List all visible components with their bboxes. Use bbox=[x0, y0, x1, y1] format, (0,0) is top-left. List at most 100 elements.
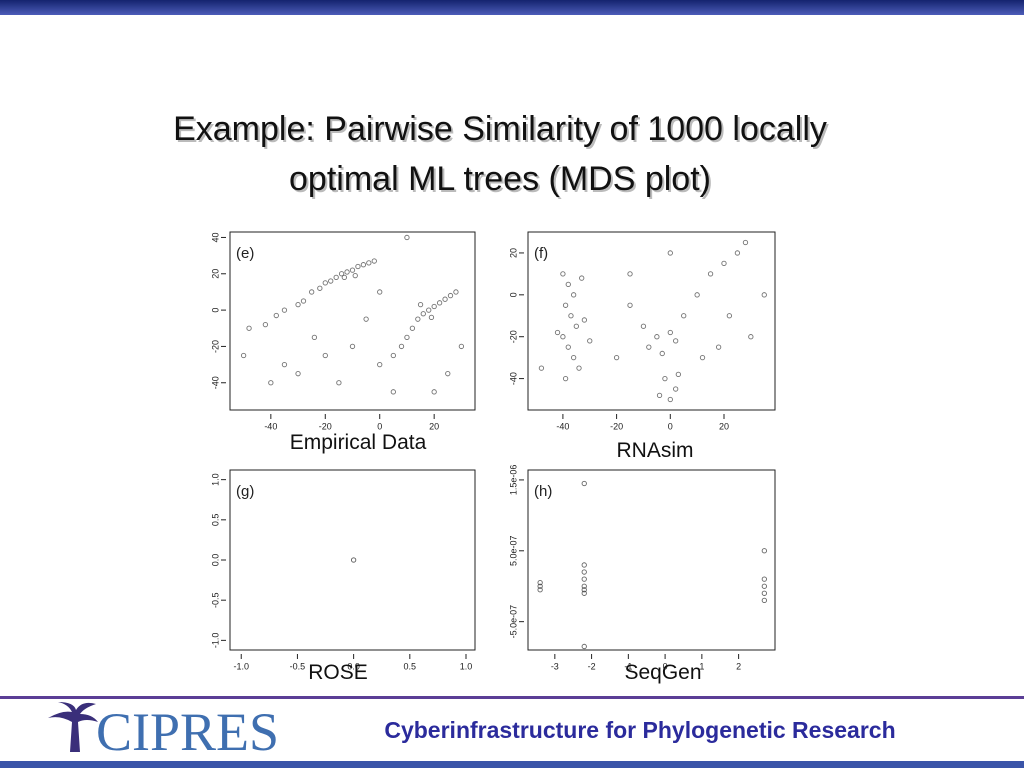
point bbox=[761, 292, 767, 298]
point bbox=[761, 548, 767, 554]
point bbox=[262, 321, 269, 328]
point bbox=[349, 343, 356, 350]
point bbox=[442, 296, 448, 302]
title-shadow: Example: Pairwise Similarity of 1000 loc… bbox=[175, 112, 829, 150]
chart: -1.0 -0.5 0.0 0.5 1.0 -1.0 -0.5 0.0 0.5 1.0 (g) ROS… bbox=[210, 469, 476, 684]
point bbox=[366, 260, 372, 266]
point bbox=[333, 274, 339, 281]
panel-label: (g) bbox=[236, 483, 254, 500]
point bbox=[581, 562, 587, 568]
x-tick-label: -1.0 bbox=[233, 661, 249, 671]
panel-label: (h) bbox=[534, 483, 552, 500]
x-tick-label: -20 bbox=[319, 421, 332, 431]
point bbox=[581, 643, 587, 650]
point bbox=[560, 334, 566, 340]
point bbox=[565, 281, 571, 288]
x-tick-label: 20 bbox=[429, 421, 439, 431]
point bbox=[562, 302, 569, 308]
point bbox=[748, 334, 754, 340]
point bbox=[761, 590, 767, 596]
plot-frame bbox=[229, 231, 476, 411]
point bbox=[715, 344, 722, 350]
point bbox=[268, 380, 274, 386]
point bbox=[581, 583, 587, 589]
point bbox=[352, 272, 358, 279]
point bbox=[662, 375, 668, 382]
x-tick-label: 0.5 bbox=[404, 661, 417, 671]
chart-caption: RNAsim bbox=[617, 439, 694, 462]
point bbox=[431, 303, 437, 310]
y-tick-label: -5.0e-07 bbox=[508, 605, 518, 639]
point bbox=[656, 392, 663, 398]
point bbox=[640, 323, 647, 329]
point bbox=[426, 307, 432, 313]
point bbox=[681, 313, 687, 319]
point bbox=[699, 354, 706, 361]
point bbox=[667, 250, 673, 256]
y-tick-label: 1.5e-06 bbox=[508, 465, 518, 496]
point bbox=[581, 317, 588, 323]
chart: -40 -20 0 20 -40 -20 0 20 (f) RNAsim bbox=[508, 231, 776, 462]
point bbox=[537, 587, 543, 593]
y-tick-label: -0.5 bbox=[210, 592, 220, 608]
x-tick-label: -40 bbox=[556, 421, 569, 431]
point bbox=[742, 239, 749, 246]
point bbox=[377, 361, 383, 368]
bottom-bar bbox=[0, 761, 1024, 768]
point bbox=[398, 343, 405, 350]
x-tick-label: -0.5 bbox=[290, 661, 306, 671]
point bbox=[431, 389, 437, 395]
point bbox=[694, 292, 700, 298]
point bbox=[328, 278, 334, 284]
y-tick-label: 5.0e-07 bbox=[508, 536, 518, 567]
point bbox=[576, 365, 582, 371]
chart: -3 -2 -1 0 1 2 -5.0e-07 5.0e-07 1.5e-06 (h) SeqGen bbox=[508, 465, 776, 684]
point bbox=[675, 371, 681, 378]
logo: CIPRES bbox=[48, 702, 279, 762]
point bbox=[667, 329, 673, 336]
point bbox=[240, 352, 247, 359]
chart-caption: Empirical Data bbox=[290, 431, 427, 454]
point bbox=[295, 371, 301, 377]
y-tick-label: -40 bbox=[508, 372, 518, 385]
panel-label: (f) bbox=[534, 245, 548, 262]
x-tick-label: -2 bbox=[588, 661, 596, 671]
point bbox=[355, 263, 361, 270]
point bbox=[613, 354, 620, 361]
chart: -40 -20 0 20 -40 -20 0 20 40 (e) Empirical Data bbox=[210, 231, 476, 454]
point bbox=[667, 396, 673, 403]
point bbox=[322, 280, 328, 286]
point bbox=[322, 352, 328, 359]
point bbox=[659, 350, 665, 357]
point bbox=[581, 590, 587, 596]
title-shadow: optimal ML trees (MDS plot) bbox=[291, 162, 713, 200]
point bbox=[338, 271, 345, 277]
point bbox=[654, 334, 660, 340]
point bbox=[761, 597, 767, 604]
y-tick-label: -20 bbox=[210, 340, 220, 353]
point bbox=[568, 313, 574, 319]
point bbox=[734, 250, 741, 256]
point bbox=[707, 271, 714, 277]
point bbox=[336, 380, 342, 386]
point bbox=[573, 323, 579, 329]
point bbox=[627, 271, 633, 277]
point bbox=[300, 298, 307, 304]
x-tick-label: 20 bbox=[719, 421, 729, 431]
point bbox=[436, 300, 443, 306]
point bbox=[415, 316, 421, 322]
plot-frame bbox=[527, 469, 776, 651]
point bbox=[281, 307, 288, 313]
chart-caption: ROSE bbox=[308, 661, 368, 684]
point bbox=[673, 338, 679, 344]
y-tick-label: 20 bbox=[210, 269, 220, 279]
x-tick-label: 0.0 bbox=[347, 661, 360, 671]
point bbox=[453, 289, 459, 295]
point bbox=[562, 375, 569, 382]
point bbox=[309, 289, 315, 295]
point bbox=[350, 557, 357, 563]
x-tick-label: -20 bbox=[610, 421, 623, 431]
x-tick-label: 0 bbox=[663, 661, 668, 671]
point bbox=[565, 344, 571, 350]
